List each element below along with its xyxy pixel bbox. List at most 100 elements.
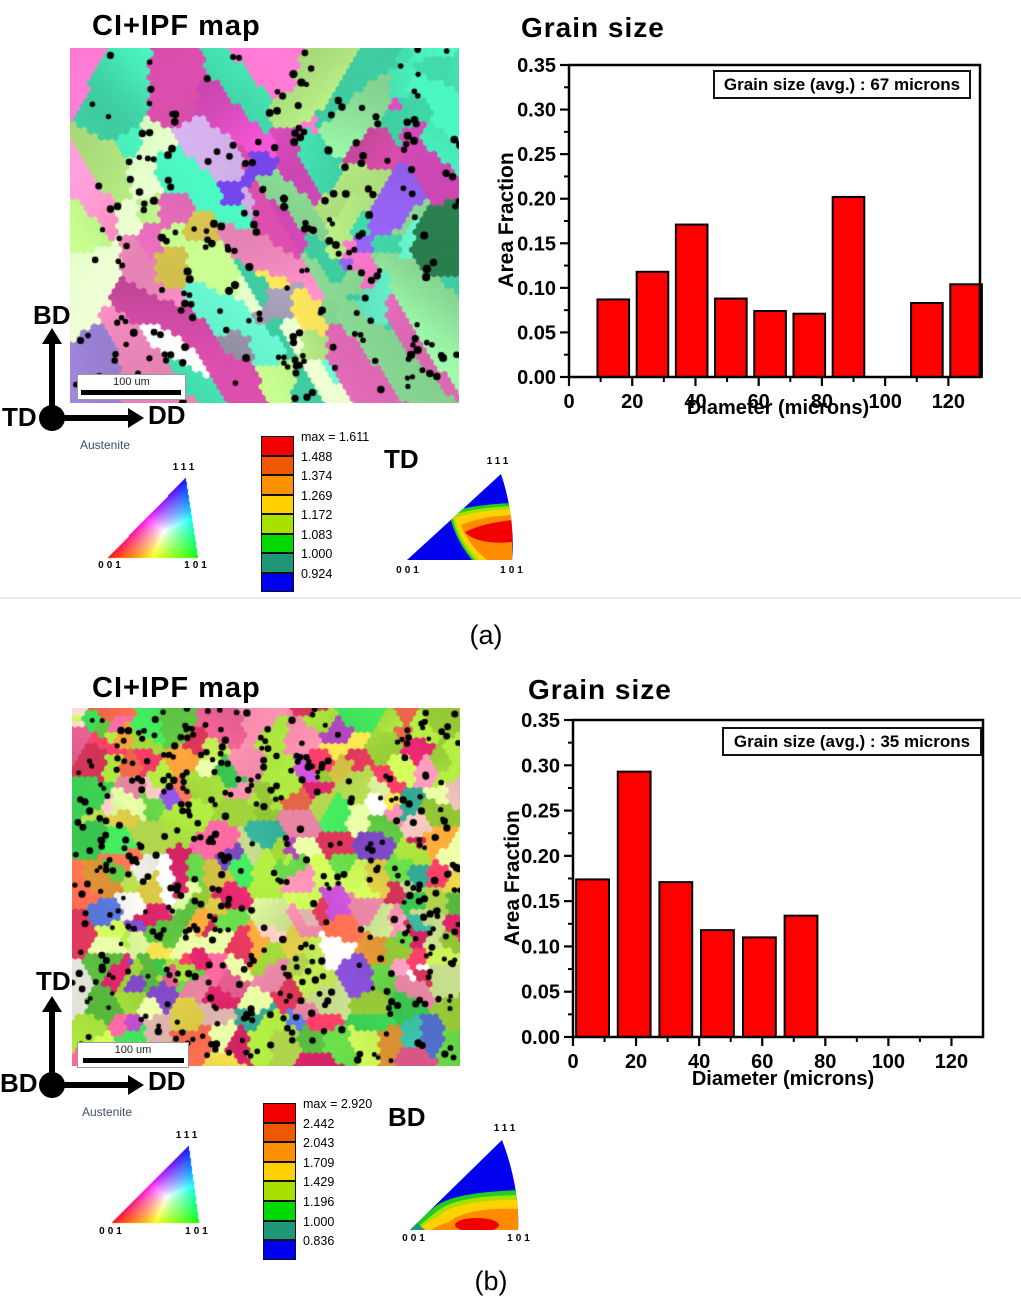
right-arrow-line-a bbox=[52, 415, 130, 421]
scalebar-text-a: 100 um bbox=[113, 376, 150, 388]
y-tick-label: 0.10 bbox=[517, 278, 556, 300]
bar bbox=[949, 283, 983, 379]
colorscale-label: max = 1.611 bbox=[301, 430, 370, 444]
pole-corner-br-a: 101 bbox=[500, 565, 526, 576]
y-tick-label: 0.05 bbox=[517, 322, 556, 344]
x-tick-label: 80 bbox=[811, 391, 833, 413]
y-tick-label: 0.30 bbox=[517, 100, 556, 122]
ipf-corner-bl-b: 001 bbox=[99, 1226, 125, 1237]
colorscale-block bbox=[261, 572, 294, 592]
up-arrow-icon-a bbox=[42, 328, 62, 344]
ipf-corner-br-b: 101 bbox=[185, 1226, 211, 1237]
colorscale-block bbox=[263, 1122, 296, 1143]
pole-figure-a bbox=[407, 474, 513, 560]
x-tick-label: 20 bbox=[621, 391, 643, 413]
axis-origin-label-b: BD bbox=[0, 1068, 38, 1098]
colorscale-label: 1.488 bbox=[301, 449, 333, 464]
colorscale-block bbox=[261, 533, 294, 553]
bar bbox=[831, 195, 866, 378]
x-tick-label: 20 bbox=[625, 1051, 647, 1073]
x-tick-label: 40 bbox=[684, 391, 706, 413]
colorscale-label: 0.836 bbox=[303, 1234, 335, 1249]
axis-right-label-b: DD bbox=[148, 1066, 186, 1096]
colorscale-label: 2.043 bbox=[303, 1136, 335, 1151]
colorscale-label: 1.374 bbox=[301, 469, 333, 483]
bar bbox=[635, 270, 670, 378]
ipf-corner-bl-a: 001 bbox=[98, 560, 124, 571]
y-tick-label: 0.15 bbox=[517, 233, 556, 255]
ylabel-b: Area Fraction bbox=[501, 810, 524, 946]
colorscale-block bbox=[263, 1220, 296, 1241]
x-tick-label: 120 bbox=[935, 1051, 968, 1073]
colorscale-label: 1.083 bbox=[301, 527, 333, 542]
scalebar-text-b: 100 um bbox=[114, 1044, 152, 1056]
colorscale-label: 2.442 bbox=[303, 1116, 335, 1131]
colorscale-block bbox=[261, 475, 294, 495]
axis-origin-label-a: TD bbox=[2, 402, 37, 432]
colorscale-block bbox=[263, 1201, 296, 1221]
right-arrow-icon-b bbox=[128, 1075, 144, 1095]
x-tick-label: 0 bbox=[563, 391, 574, 413]
x-tick-label: 120 bbox=[932, 391, 965, 413]
ipf-corner-top-b: 111 bbox=[175, 1130, 201, 1141]
pole-corner-br-b: 101 bbox=[507, 1233, 533, 1244]
ipf-map-a bbox=[70, 48, 459, 403]
bar bbox=[616, 770, 652, 1039]
colorscale-block bbox=[263, 1161, 296, 1182]
colorscale-label: 1.269 bbox=[301, 488, 333, 503]
ylabel-a: Area Fraction bbox=[495, 152, 518, 288]
panel-b-map-title: CI+IPF map bbox=[92, 672, 261, 704]
colorscale-block bbox=[261, 514, 294, 534]
y-tick-label: 0.00 bbox=[521, 1027, 560, 1049]
colorscale-label: 1.196 bbox=[303, 1195, 335, 1209]
phase-label-a: Austenite bbox=[80, 438, 131, 452]
xlabel-a: Diameter (microns) bbox=[686, 397, 870, 419]
bar bbox=[741, 936, 777, 1038]
up-arrow-line-b bbox=[49, 1011, 55, 1086]
y-tick-label: 0.25 bbox=[521, 801, 560, 823]
colorscale-block bbox=[261, 494, 294, 514]
y-tick-label: 0.25 bbox=[517, 144, 556, 166]
grain-size-chart-a: 0.00 0.05 0.10 0.15 0.20 0.25 0.30 0.35 0 20 40 60 8… bbox=[517, 55, 983, 413]
pole-corner-bl-b: 001 bbox=[402, 1233, 428, 1244]
y-tick-label: 0.00 bbox=[517, 367, 556, 389]
ipf-triangle-b bbox=[108, 1142, 204, 1228]
caption-b: (b) bbox=[474, 1266, 508, 1296]
y-tick-label: 0.35 bbox=[521, 710, 560, 732]
bar bbox=[910, 302, 944, 378]
x-tick-label: 100 bbox=[872, 1051, 905, 1073]
x-tick-label: 100 bbox=[868, 391, 901, 413]
chart-title-a: Grain size bbox=[521, 12, 665, 43]
y-tick-label: 0.30 bbox=[521, 755, 560, 777]
colorscale-block bbox=[261, 553, 294, 573]
colorscale-block bbox=[263, 1103, 296, 1123]
colorscale-label: 1.709 bbox=[303, 1155, 335, 1170]
y-tick-label: 0.35 bbox=[517, 55, 556, 77]
pole-label-a: TD bbox=[384, 444, 419, 474]
colorscale-label: 1.000 bbox=[301, 547, 333, 561]
ipf-map-b bbox=[72, 708, 460, 1066]
chart-legend-a: Grain size (avg.) : 67 microns bbox=[713, 70, 971, 99]
ipf-corner-br-a: 101 bbox=[184, 560, 210, 571]
colorscale-block bbox=[263, 1142, 296, 1162]
colorscale-label: 0.924 bbox=[301, 566, 333, 581]
phase-label-b: Austenite bbox=[82, 1105, 133, 1119]
pole-figure-b bbox=[410, 1140, 519, 1230]
chart-legend-b: Grain size (avg.) : 35 microns bbox=[722, 727, 982, 756]
bar bbox=[714, 297, 748, 379]
colorscale-label: max = 2.920 bbox=[303, 1097, 373, 1111]
scalebar-bar-a bbox=[81, 390, 181, 395]
right-arrow-line-b bbox=[52, 1082, 130, 1088]
colorscale-label: 1.172 bbox=[301, 508, 333, 522]
y-tick-label: 0.20 bbox=[517, 189, 556, 211]
ipf-corner-top-a: 111 bbox=[172, 462, 198, 473]
pole-corner-bl-a: 001 bbox=[396, 565, 422, 576]
colorscale-label: 1.429 bbox=[303, 1175, 335, 1190]
axis-up-label-b: TD bbox=[36, 966, 71, 996]
scalebar-a: 100 um bbox=[77, 374, 186, 400]
bar bbox=[596, 298, 631, 378]
colorscale-label: 1.000 bbox=[303, 1214, 335, 1229]
colorscale-block bbox=[261, 455, 294, 475]
y-tick-label: 0.15 bbox=[521, 891, 560, 913]
